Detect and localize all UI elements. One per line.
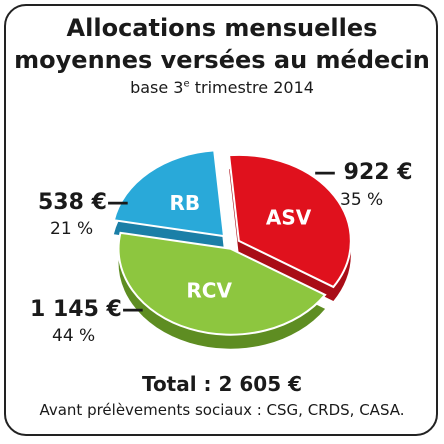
chart-title-line2: moyennes versées au médecin [14,46,430,74]
asv-percent: 35 % [340,190,384,210]
rb-value-label: 538 €— [38,190,129,215]
subtitle-prefix: base 3 [130,78,184,97]
subtitle-suffix: trimestre 2014 [189,78,314,97]
footnote: Avant prélèvements sociaux : CSG, CRDS, … [39,401,405,419]
slice-asv [227,153,352,289]
slice-label-asv: ASV [266,206,312,230]
total-label: Total : 2 605 € [141,372,303,396]
asv-value-label: — 922 € [314,160,413,185]
subtitle-sup: e [183,78,190,90]
slice-label-rcv: RCV [186,278,232,302]
slice-rcv [117,231,327,336]
rb-percent: 21 % [50,219,94,239]
rcv-percent: 44 % [52,326,96,346]
rb-value: 538 € [38,190,107,215]
slice-rb [112,149,226,238]
chart-subtitle: base 3e trimestre 2014 [0,78,444,97]
asv-value: 922 € [343,160,413,185]
chart-title-line1: Allocations mensuelles [66,14,378,42]
slice-label-rb: RB [170,191,201,215]
rcv-value-label: 1 145 €— [30,297,144,322]
rcv-value: 1 145 € [30,297,122,322]
